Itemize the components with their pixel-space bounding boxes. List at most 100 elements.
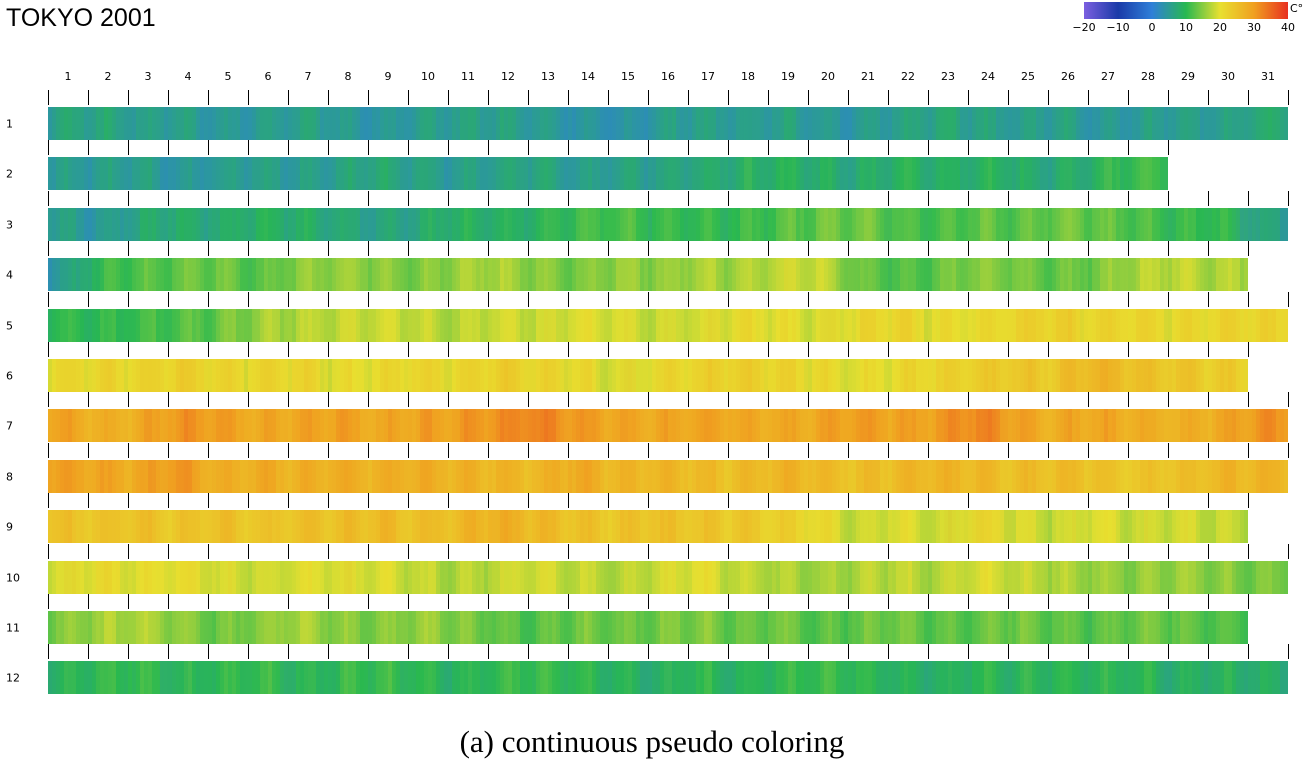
temperature-streak	[876, 510, 880, 543]
temperature-streak	[728, 661, 732, 694]
temperature-streak	[720, 157, 724, 190]
day-tick-label: 10	[421, 70, 435, 83]
temperature-streak	[624, 661, 628, 694]
temperature-streak	[1200, 359, 1204, 392]
temperature-streak	[272, 561, 276, 594]
temperature-streak	[244, 510, 248, 543]
temperature-streak	[712, 409, 716, 442]
temperature-streak	[996, 611, 1000, 644]
temperature-streak	[192, 611, 196, 644]
temperature-streak	[760, 309, 764, 342]
temperature-streak	[1116, 661, 1120, 694]
temperature-streak	[228, 611, 232, 644]
temperature-streak	[228, 561, 232, 594]
temperature-streak	[472, 107, 476, 140]
temperature-streak	[704, 359, 708, 392]
temperature-streak	[356, 309, 360, 342]
temperature-streak	[596, 359, 600, 392]
temperature-streak	[1064, 611, 1068, 644]
temperature-streak	[436, 409, 440, 442]
temperature-streak	[1056, 309, 1060, 342]
temperature-streak	[184, 460, 188, 493]
temperature-streak	[1024, 309, 1028, 342]
temperature-streak	[520, 409, 524, 442]
temperature-streak	[216, 258, 220, 291]
temperature-streak	[700, 309, 704, 342]
temperature-streak	[992, 561, 996, 594]
temperature-streak	[400, 661, 404, 694]
temperature-streak	[176, 359, 180, 392]
temperature-streak	[84, 409, 88, 442]
temperature-streak	[436, 460, 440, 493]
temperature-streak	[784, 208, 788, 241]
temperature-streak	[64, 611, 68, 644]
temperature-streak	[552, 309, 556, 342]
temperature-streak	[1032, 409, 1036, 442]
temperature-streak	[800, 208, 804, 241]
temperature-streak	[908, 460, 912, 493]
temperature-streak	[552, 258, 556, 291]
temperature-streak	[360, 661, 364, 694]
temperature-streak	[712, 309, 716, 342]
temperature-streak	[576, 359, 580, 392]
temperature-streak	[468, 107, 472, 140]
temperature-streak	[736, 661, 740, 694]
temperature-streak	[296, 258, 300, 291]
temperature-streak	[984, 460, 988, 493]
temperature-streak	[676, 661, 680, 694]
temperature-streak	[844, 561, 848, 594]
temperature-streak	[372, 611, 376, 644]
temperature-streak	[656, 157, 660, 190]
temperature-streak	[1036, 309, 1040, 342]
temperature-streak	[848, 409, 852, 442]
temperature-streak	[864, 157, 868, 190]
temperature-streak	[264, 157, 268, 190]
temperature-streak	[940, 309, 944, 342]
temperature-streak	[764, 258, 768, 291]
temperature-streak	[888, 107, 892, 140]
temperature-streak	[472, 409, 476, 442]
temperature-streak	[532, 359, 536, 392]
temperature-streak	[452, 561, 456, 594]
temperature-streak	[652, 107, 656, 140]
temperature-streak	[1080, 661, 1084, 694]
temperature-streak	[1168, 661, 1172, 694]
temperature-streak	[968, 611, 972, 644]
temperature-streak	[96, 510, 100, 543]
temperature-streak	[936, 510, 940, 543]
temperature-streak	[836, 157, 840, 190]
temperature-streak	[812, 107, 816, 140]
temperature-streak	[1188, 258, 1192, 291]
temperature-streak	[404, 208, 408, 241]
temperature-streak	[752, 561, 756, 594]
temperature-streak	[776, 309, 780, 342]
temperature-streak	[860, 107, 864, 140]
temperature-streak	[1036, 409, 1040, 442]
temperature-streak	[1196, 107, 1200, 140]
temperature-streak	[288, 309, 292, 342]
temperature-streak	[992, 661, 996, 694]
temperature-streak	[340, 157, 344, 190]
temperature-streak	[96, 460, 100, 493]
temperature-streak	[244, 611, 248, 644]
temperature-streak	[216, 359, 220, 392]
temperature-streak	[260, 661, 264, 694]
temperature-streak	[388, 561, 392, 594]
temperature-streak	[576, 611, 580, 644]
temperature-streak	[916, 309, 920, 342]
temperature-streak	[520, 157, 524, 190]
temperature-streak	[944, 661, 948, 694]
temperature-streak	[1196, 409, 1200, 442]
temperature-streak	[56, 460, 60, 493]
temperature-streak	[440, 460, 444, 493]
temperature-streak	[184, 611, 188, 644]
temperature-streak	[464, 309, 468, 342]
temperature-streak	[800, 309, 804, 342]
temperature-streak	[548, 661, 552, 694]
temperature-streak	[1104, 107, 1108, 140]
temperature-streak	[1116, 208, 1120, 241]
temperature-streak	[216, 107, 220, 140]
temperature-streak	[448, 157, 452, 190]
temperature-streak	[1184, 409, 1188, 442]
day-tick-label: 20	[821, 70, 835, 83]
